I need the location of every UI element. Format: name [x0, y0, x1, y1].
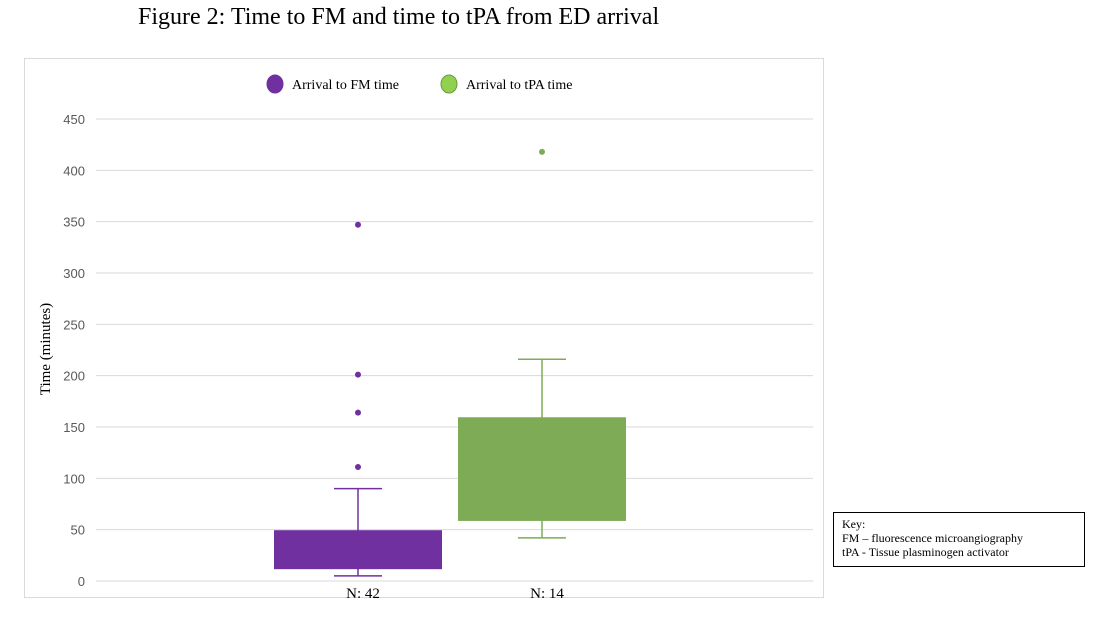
- fm-outlier-2: [355, 371, 361, 378]
- y-tick-label-450: 450: [63, 112, 85, 127]
- tpa-outlier-0: [539, 148, 545, 155]
- y-axis-label: Time (minutes): [38, 303, 54, 395]
- y-tick-label-300: 300: [63, 266, 85, 281]
- tpa-n-label: N: 14: [530, 586, 564, 602]
- fm-n-label: N: 42: [346, 586, 380, 602]
- legend-marker-fm: [266, 74, 284, 94]
- grid-lines: [96, 118, 813, 582]
- legend-label-tpa: Arrival to tPA time: [466, 78, 572, 93]
- tpa-box: [458, 417, 626, 521]
- y-tick-label-250: 250: [63, 317, 85, 332]
- y-tick-label-100: 100: [63, 471, 85, 486]
- fm-outlier-0: [355, 464, 361, 471]
- fm-outlier-1: [355, 409, 361, 416]
- fm-box: [274, 530, 442, 570]
- legend: Arrival to FM time Arrival to tPA time: [266, 74, 572, 94]
- key-title: Key:: [842, 517, 866, 531]
- y-tick-label-50: 50: [71, 523, 85, 538]
- y-tick-label-200: 200: [63, 369, 85, 384]
- n-labels: N: 42 N: 14: [346, 586, 564, 602]
- y-tick-label-400: 400: [63, 163, 85, 178]
- key-box: Key: FM – fluorescence microangiography …: [833, 512, 1085, 567]
- fm-outlier-3: [355, 221, 361, 228]
- figure-title: Figure 2: Time to FM and time to tPA fro…: [138, 4, 660, 30]
- box-series: [274, 148, 626, 577]
- key-line-fm: FM – fluorescence microangiography: [842, 531, 1023, 545]
- y-tick-labels: 0 50 100 150 200 250 300 350 400 450: [63, 112, 85, 589]
- key-line-tpa: tPA - Tissue plasminogen activator: [842, 545, 1009, 559]
- chart-frame: [24, 58, 824, 598]
- y-tick-label-150: 150: [63, 420, 85, 435]
- legend-marker-tpa: [440, 74, 458, 94]
- y-tick-label-350: 350: [63, 215, 85, 230]
- legend-label-fm: Arrival to FM time: [292, 78, 399, 93]
- y-tick-label-0: 0: [78, 574, 85, 589]
